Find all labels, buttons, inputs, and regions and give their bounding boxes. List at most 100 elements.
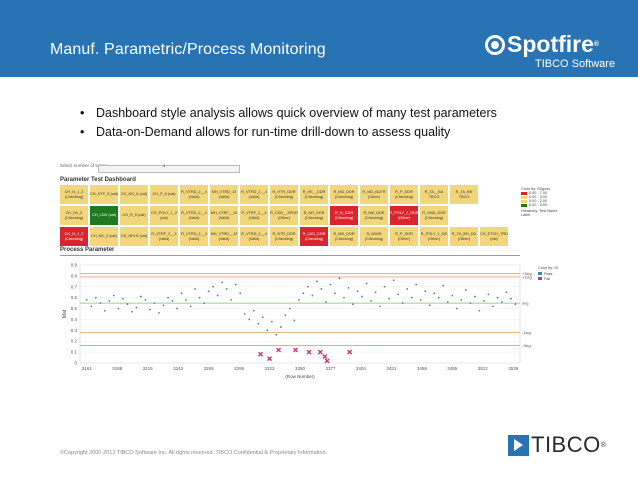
parameter-tile[interactable]: R_HE__DDR (Checking) bbox=[300, 185, 328, 204]
legend-label: 0.00 - 2.00 bbox=[529, 199, 548, 203]
parameter-tile[interactable]: R_NR_DDR (Checking) bbox=[300, 206, 328, 225]
legend-swatch bbox=[521, 199, 527, 203]
parameter-tile[interactable]: CH_N1_2 (Checking) bbox=[60, 206, 88, 225]
parameter-tile[interactable]: MH_VTRD_12 (Valid) bbox=[210, 185, 238, 204]
parameter-tile[interactable]: R_VMA_DDR (Checking) bbox=[420, 206, 448, 225]
parameter-tile[interactable]: R_P_DDR (Other) bbox=[390, 227, 418, 246]
plot-area bbox=[79, 264, 521, 364]
parameter-tile[interactable]: R_P_DDR (Checking) bbox=[390, 185, 418, 204]
reference-line-label: -1sig bbox=[522, 330, 531, 335]
parameter-tile[interactable]: CH_HTF_5 (cat) bbox=[90, 185, 118, 204]
data-point-pass bbox=[370, 300, 372, 302]
parameter-tile[interactable]: CH_NPLS (cat) bbox=[120, 227, 148, 246]
data-point-pass bbox=[135, 306, 138, 309]
parameter-tile[interactable]: MH_VTRF__12 (Valid) bbox=[210, 206, 238, 225]
legend-label: 0.00 - 7.00 bbox=[529, 191, 548, 195]
parameter-tile[interactable]: R_VTRD_2__4 (Valid) bbox=[240, 227, 268, 246]
parameter-tile bbox=[480, 206, 508, 225]
parameter-tile[interactable]: CH_N_1_2 (Checking) bbox=[60, 227, 88, 246]
parameter-tile[interactable]: R_N_DDR (Checking) bbox=[330, 206, 358, 225]
data-point-pass bbox=[99, 302, 102, 305]
data-point-pass bbox=[162, 304, 165, 307]
x-tick-label: 3539 bbox=[508, 366, 519, 371]
parameter-tile[interactable]: CH_ETCH_TRD (cat) bbox=[480, 227, 508, 246]
data-point-pass bbox=[460, 298, 463, 301]
data-point-pass bbox=[248, 318, 251, 321]
data-point-pass bbox=[189, 305, 192, 308]
parameter-tile[interactable]: R_POLY_1_DD (Other) bbox=[420, 227, 448, 246]
data-point-pass bbox=[446, 301, 449, 303]
parameter-tile[interactable]: R_NWID (Checking) bbox=[360, 227, 388, 246]
parameter-tile[interactable]: R_NTR_DDR (Checking) bbox=[270, 227, 298, 246]
parameter-tile[interactable]: R_MD_BUTR (Other) bbox=[360, 185, 388, 204]
parameter-tile[interactable]: R_TA_BH TBCO bbox=[450, 185, 478, 204]
parameter-tile[interactable]: R_MD_DDR (Checking) bbox=[330, 185, 358, 204]
parameter-tile[interactable]: R_VTRD_2__4 (Valid) bbox=[180, 185, 208, 204]
parameter-tile[interactable]: R_TA__BA TBCO bbox=[420, 185, 448, 204]
parameter-tile[interactable]: R_VTRD_2__4 (Valid) bbox=[240, 185, 268, 204]
parameter-tile[interactable]: CH_M1_2 (cat) bbox=[90, 227, 118, 246]
data-point-pass bbox=[473, 295, 476, 298]
data-point-pass bbox=[221, 281, 224, 284]
parameter-tile[interactable]: R_POLY_1_DDR (Other) bbox=[390, 206, 418, 225]
chart-legend-swatch bbox=[538, 277, 542, 280]
reference-line-label: -3sig bbox=[522, 343, 531, 348]
parameter-tile[interactable]: CH_P_6 (cat) bbox=[150, 185, 178, 204]
parameter-tile[interactable]: R_CDD__SPDR (Other) bbox=[270, 206, 298, 225]
parameter-tile[interactable]: CH_R_6 (cat) bbox=[120, 206, 148, 225]
data-point-pass bbox=[455, 307, 458, 310]
sigma-slider[interactable] bbox=[98, 165, 240, 173]
data-point-pass bbox=[140, 295, 142, 298]
data-point-pass bbox=[388, 297, 391, 300]
tibco-logo-text: TIBCO bbox=[531, 432, 601, 457]
parameter-tile[interactable]: CH_POLY_1_2 (cat) bbox=[150, 206, 178, 225]
data-point-pass bbox=[288, 307, 291, 310]
x-tick-label: 3485 bbox=[447, 366, 458, 371]
legend-item: 0.00 - 7.00 bbox=[521, 191, 559, 195]
parameter-tile bbox=[480, 185, 508, 204]
data-point-pass bbox=[347, 286, 350, 289]
parameter-tile[interactable]: R_VTRD_2__4 (Valid) bbox=[180, 227, 208, 246]
data-point-pass bbox=[325, 301, 327, 303]
bullet-item: Dashboard style analysis allows quick ov… bbox=[80, 106, 497, 120]
parameter-tile[interactable]: R_TA_BH_DD (Other) bbox=[450, 227, 478, 246]
reference-line-label: +3sig bbox=[522, 271, 532, 276]
process-parameter-title: Process Parameter bbox=[60, 247, 115, 253]
legend-swatch bbox=[521, 203, 527, 207]
page-title: Manuf. Parametric/Process Monitoring bbox=[50, 41, 326, 58]
parameter-tile[interactable]: CH_NO_6 (cat) bbox=[120, 185, 148, 204]
parameter-tile[interactable]: MH_VTRD__12 (Valid) bbox=[210, 227, 238, 246]
y-tick-label: 0.8 bbox=[71, 273, 78, 278]
data-point-fail bbox=[317, 349, 323, 355]
parameter-tile[interactable]: R_LDD_DDR (Checking) bbox=[300, 227, 328, 246]
data-point-fail bbox=[347, 349, 353, 355]
parameter-tile[interactable]: R_HTR_DDR (Checking) bbox=[270, 185, 298, 204]
data-point-pass bbox=[216, 294, 219, 297]
parameter-tile[interactable]: R_NM_DDR (Checking) bbox=[360, 206, 388, 225]
legend-swatch bbox=[521, 195, 527, 199]
data-point-pass bbox=[149, 308, 151, 311]
parameter-tile[interactable]: R_VTRD_2__4 (Valid) bbox=[180, 206, 208, 225]
y-tick-label: 0.5 bbox=[71, 306, 78, 311]
data-point-pass bbox=[94, 296, 97, 299]
data-point-pass bbox=[379, 305, 382, 308]
data-point-pass bbox=[180, 292, 183, 295]
parameter-tile[interactable]: P_VTRF_2__4 (Valid) bbox=[240, 206, 268, 225]
parameter-tile[interactable]: CH_N_1_2 (Checking) bbox=[60, 185, 88, 204]
parameter-tile[interactable]: R_VTRF_2__4 (Valid) bbox=[150, 227, 178, 246]
data-point-pass bbox=[410, 296, 413, 299]
y-axis-label: Mat bbox=[62, 309, 68, 318]
data-point-pass bbox=[397, 293, 400, 296]
x-tick-label: 3242 bbox=[173, 366, 184, 371]
data-point-pass bbox=[464, 289, 467, 291]
parameter-tile bbox=[450, 206, 478, 225]
data-point-pass bbox=[167, 296, 169, 299]
x-tick-label: 3269 bbox=[204, 366, 215, 371]
parameter-tile[interactable]: CH_LDD (cat) bbox=[90, 206, 118, 225]
data-point-pass bbox=[482, 300, 485, 302]
parameter-tile[interactable]: R_MD_DDR (Checking) bbox=[330, 227, 358, 246]
data-point-fail bbox=[306, 349, 312, 355]
x-tick-label: 3161 bbox=[82, 366, 93, 371]
spotfire-logo-sub: TIBCO Software bbox=[535, 58, 616, 70]
data-point-pass bbox=[103, 309, 106, 312]
